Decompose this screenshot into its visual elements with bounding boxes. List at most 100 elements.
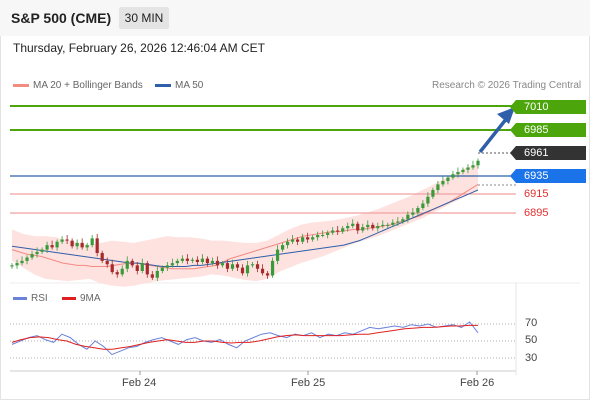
candle-body: [50, 245, 54, 248]
legend-ma20-swatch: [13, 83, 29, 87]
candle-body: [30, 254, 34, 258]
candle-body: [165, 265, 169, 268]
candle-body: [260, 268, 265, 274]
credit-text: Research © 2026 Trading Central: [432, 80, 582, 91]
candle-body: [235, 264, 240, 268]
candle-body: [311, 237, 315, 240]
candle-body: [416, 208, 420, 213]
candle-body: [381, 224, 385, 226]
candle-body: [130, 260, 134, 266]
instrument-title: S&P 500 (CME): [11, 10, 112, 26]
candle-body: [200, 258, 205, 262]
candle-body: [220, 263, 225, 266]
candle-body: [426, 196, 430, 204]
header-bar: S&P 500 (CME) 30 MIN: [0, 0, 590, 36]
candle-body: [270, 260, 275, 276]
candle-body: [15, 263, 19, 266]
rsi-tick-50: 50: [525, 334, 538, 346]
x-label-feb24: Feb 24: [122, 377, 157, 389]
level-label-6961: 6961: [510, 146, 586, 160]
candle-body: [291, 239, 295, 242]
legend-ma50-label: MA 50: [175, 80, 204, 91]
level-label-6915: 6915: [524, 188, 549, 200]
candle-body: [451, 174, 455, 178]
candle-body: [20, 260, 24, 264]
candle-body: [321, 235, 325, 236]
candle-body: [275, 249, 280, 261]
candlestick-series: [10, 158, 480, 282]
candle-body: [25, 257, 29, 261]
candle-body: [240, 267, 245, 274]
candle-body: [55, 241, 59, 248]
candle-body: [366, 224, 370, 228]
candle-body: [60, 239, 64, 242]
candle-body: [431, 190, 435, 197]
candle-body: [346, 226, 350, 229]
candle-body: [40, 249, 44, 252]
legend-ma20-label: MA 20 + Bollinger Bands: [33, 80, 143, 91]
candle-body: [245, 265, 250, 274]
candle-body: [361, 227, 365, 231]
candle-body: [396, 221, 400, 223]
legend-rsi-9ma[interactable]: 9MA: [62, 293, 101, 304]
candle-body: [461, 169, 465, 172]
candle-body: [306, 237, 310, 240]
candle-body: [411, 212, 415, 215]
candle-body: [175, 260, 179, 264]
candle-body: [160, 267, 164, 271]
candle-body: [356, 223, 360, 231]
legend-ma50[interactable]: MA 50: [155, 80, 203, 91]
candle-body: [265, 273, 270, 276]
candle-body: [371, 224, 375, 229]
rsi-tick-30: 30: [525, 352, 538, 364]
candle-body: [441, 181, 445, 185]
candle-body: [95, 238, 99, 253]
legend-ma20[interactable]: MA 20 + Bollinger Bands: [13, 80, 143, 91]
candle-body: [85, 245, 89, 248]
legend-9ma-swatch: [62, 296, 76, 300]
candle-body: [205, 258, 210, 264]
candle-body: [476, 160, 480, 166]
candle-body: [105, 260, 109, 265]
candle-body: [170, 263, 174, 266]
legend-9ma-label: 9MA: [80, 293, 101, 304]
candle-body: [35, 251, 39, 255]
rsi-tick-70: 70: [525, 317, 538, 329]
candle-body: [210, 260, 215, 264]
candle-body: [155, 271, 159, 278]
candle-body: [331, 230, 335, 233]
candle-body: [386, 224, 390, 226]
timestamp: Thursday, February 26, 2026 12:46:04 AM …: [13, 41, 265, 55]
candle-body: [180, 258, 184, 261]
candle-body: [250, 264, 255, 266]
legend-rsi-swatch: [13, 296, 27, 300]
candle-body: [336, 230, 340, 232]
candle-body: [466, 167, 470, 170]
candle-body: [120, 268, 124, 275]
candle-body: [225, 263, 230, 269]
candle-body: [185, 258, 189, 261]
level-label-6985: 6985: [510, 123, 586, 137]
candle-body: [195, 259, 199, 262]
candle-body: [456, 172, 460, 175]
x-label-feb26: Feb 26: [460, 377, 495, 389]
candle-body: [80, 242, 84, 248]
candle-body: [285, 241, 290, 246]
candle-body: [280, 245, 285, 250]
candle-body: [140, 263, 144, 271]
bollinger-band: [12, 164, 478, 287]
candle-body: [75, 242, 79, 247]
candle-body: [406, 214, 410, 220]
candle-body: [436, 184, 440, 190]
level-label-6895: 6895: [524, 207, 549, 219]
candle-body: [45, 245, 49, 250]
x-label-feb25: Feb 25: [291, 377, 326, 389]
rsi-9ma-line: [11, 324, 478, 350]
candle-body: [301, 237, 305, 242]
legend-rsi[interactable]: RSI: [13, 293, 48, 304]
candle-body: [376, 226, 380, 229]
level-label-6935: 6935: [510, 169, 586, 183]
candle-body: [351, 223, 355, 226]
candle-body: [110, 264, 114, 273]
timeframe-button[interactable]: 30 MIN: [119, 7, 169, 29]
